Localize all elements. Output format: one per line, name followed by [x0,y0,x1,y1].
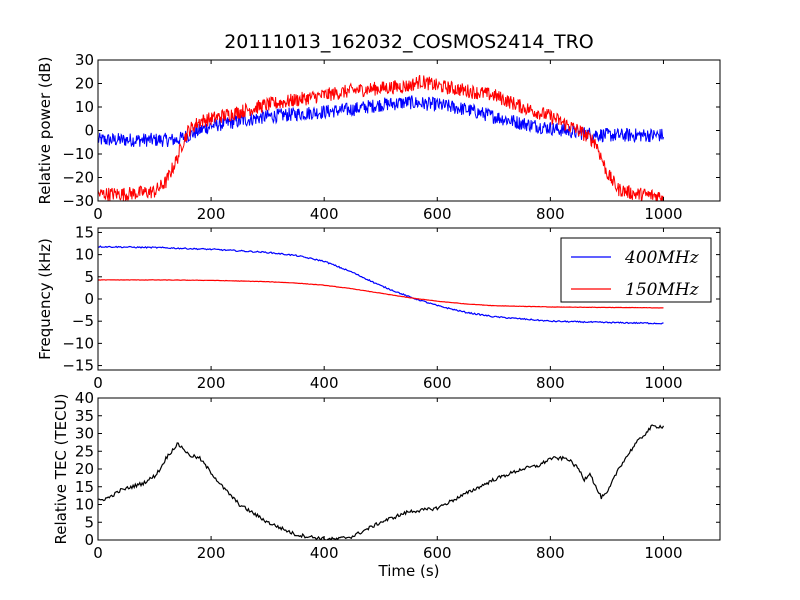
x-tick-label-1-800: 800 [536,374,565,392]
x-tick-label-1-200: 200 [197,374,226,392]
y-tick-label-1--10: −10 [62,334,94,352]
panel-1: 0 200 400 600 800 1000 −15 −10 −5 0 5 10 15 Frequency… [36,223,721,392]
y-tick-label-1--15: −15 [62,357,94,375]
x-tick-label-0-1000: 1000 [644,205,682,223]
x-tick-label-2-1000: 1000 [644,544,682,562]
legend-label-1: 150MHz [625,280,700,300]
y-axis-label-2: Relative TEC (TECU) [52,394,70,545]
x-tick-label-2-600: 600 [423,544,452,562]
y-tick-label-2-0: 0 [84,531,94,549]
y-tick-label-1-5: 5 [84,268,94,286]
y-tick-label-2-10: 10 [75,496,94,514]
y-tick-label-2-25: 25 [75,442,94,460]
series-line-2-0 [98,424,665,540]
series-line-1-0 [98,245,664,325]
x-tick-label-0-400: 400 [310,205,339,223]
x-tick-label-0-200: 200 [197,205,226,223]
y-tick-label-2-15: 15 [75,478,94,496]
x-tick-label-2-200: 200 [197,544,226,562]
panel-0: 0 200 400 600 800 1000 −30 −20 −10 0 10 20 30 Relativ… [36,51,721,223]
chart-title: 20111013_162032_COSMOS2414_TRO [224,31,594,53]
y-tick-label-0-0: 0 [84,122,94,140]
y-tick-label-2-30: 30 [75,425,94,443]
x-axis-label-2: Time (s) [378,562,440,580]
x-tick-label-1-1000: 1000 [644,374,682,392]
x-tick-label-1-600: 600 [423,374,452,392]
y-tick-label-0--20: −20 [62,169,94,187]
y-tick-label-1--5: −5 [72,312,94,330]
y-tick-label-0-10: 10 [75,98,94,116]
x-tick-label-2-0: 0 [93,544,103,562]
series-line-1-1 [98,279,664,309]
y-tick-label-0--10: −10 [62,145,94,163]
y-axis-label-0: Relative power (dB) [36,57,54,205]
x-tick-label-0-0: 0 [93,205,103,223]
y-tick-label-1-0: 0 [84,290,94,308]
x-tick-label-2-400: 400 [310,544,339,562]
y-tick-label-0-30: 30 [75,51,94,69]
y-tick-label-0-20: 20 [75,75,94,93]
y-tick-label-1-10: 10 [75,246,94,264]
x-tick-label-2-800: 800 [536,544,565,562]
y-tick-label-1-15: 15 [75,223,94,241]
legend-box [560,237,712,303]
y-tick-label-2-5: 5 [84,513,94,531]
y-tick-label-2-20: 20 [75,460,94,478]
x-tick-label-1-400: 400 [310,374,339,392]
y-tick-label-2-35: 35 [75,407,94,425]
y-tick-label-0--30: −30 [62,192,94,210]
legend-label-0: 400MHz [624,248,700,268]
series-line-0-1 [98,74,664,201]
y-tick-label-2-40: 40 [75,389,94,407]
panels: 0 200 400 600 800 1000−30−20−100102030Relativ… [36,51,721,580]
x-tick-label-1-0: 0 [93,374,103,392]
panel-2: 0 200 400 600 800 10000510152025303540Relativ… [52,389,721,580]
x-tick-label-0-800: 800 [536,205,565,223]
x-tick-label-0-600: 600 [423,205,452,223]
y-axis-label-1: Frequency (kHz) [36,238,54,360]
